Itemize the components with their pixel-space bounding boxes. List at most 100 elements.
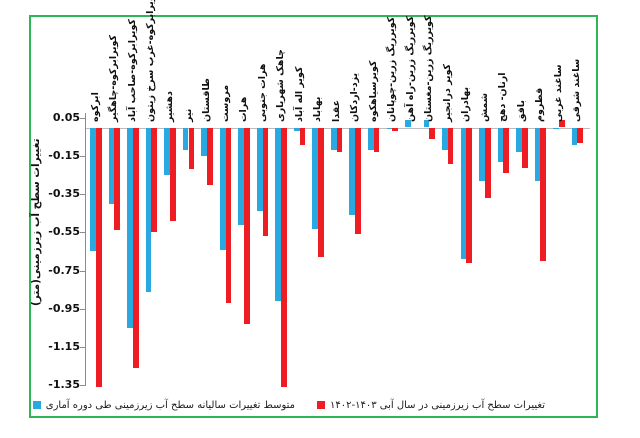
legend-swatch-blue bbox=[32, 401, 41, 409]
category-label: کویرابرکوه-غرب سرخ زیتون bbox=[145, 0, 157, 122]
bar-blue bbox=[442, 127, 448, 151]
y-tick-mark bbox=[80, 156, 85, 158]
category-label: هرات bbox=[238, 96, 250, 122]
bar-blue bbox=[201, 127, 207, 157]
category-label: قطروم bbox=[534, 87, 546, 122]
category-label: بهاباد bbox=[312, 96, 324, 122]
legend-item-blue: متوسط تغییرات سالیانه سطح آب زیرزمینی طی… bbox=[32, 399, 296, 411]
bar-red bbox=[132, 127, 139, 368]
y-tick-label: -0.15 bbox=[48, 149, 80, 163]
y-tick-label: -1.15 bbox=[48, 339, 80, 353]
y-tick-mark bbox=[80, 384, 85, 386]
bar-blue bbox=[256, 127, 263, 212]
bar-red bbox=[373, 127, 380, 153]
y-tick-mark bbox=[80, 232, 85, 234]
bar-red bbox=[558, 119, 565, 128]
bar-blue bbox=[386, 127, 393, 130]
bar-red bbox=[503, 127, 510, 174]
category-label: چاهک شهریاری bbox=[275, 49, 287, 122]
bar-red bbox=[466, 127, 472, 263]
category-label: یزد-اردکان bbox=[349, 72, 361, 122]
category-label: کویرریگ زرین-راه آهن bbox=[404, 15, 416, 122]
bar-red bbox=[540, 127, 547, 261]
bar-red bbox=[521, 127, 528, 168]
category-label: بافق bbox=[515, 100, 527, 122]
bar-blue bbox=[127, 127, 133, 328]
bar-red bbox=[392, 127, 398, 132]
category-label: ابرکوه bbox=[89, 92, 101, 122]
bar-blue bbox=[460, 127, 467, 260]
y-tick-label: -0.95 bbox=[48, 301, 80, 315]
bar-red bbox=[577, 127, 584, 143]
bar-blue bbox=[405, 119, 411, 128]
category-label: هرات جنوبی bbox=[256, 63, 268, 122]
bar-red bbox=[114, 127, 121, 231]
bar-blue bbox=[238, 127, 245, 225]
bar-red bbox=[95, 127, 102, 387]
category-label: ساغند غربی bbox=[552, 64, 564, 122]
bar-blue bbox=[182, 127, 189, 151]
y-tick-label: 0.05 bbox=[52, 110, 80, 124]
bar-blue bbox=[349, 127, 356, 216]
bar-red bbox=[281, 127, 287, 387]
bar-blue bbox=[534, 127, 541, 181]
bar-red bbox=[169, 127, 176, 221]
bar-blue bbox=[553, 127, 559, 130]
category-label: کویر درانجیر bbox=[441, 63, 453, 122]
legend: تغییرات سطح آب زیرزمینی در سال آبی ۱۴۰۲‎… bbox=[32, 396, 545, 414]
bar-red bbox=[207, 127, 213, 185]
y-tick-label: -0.75 bbox=[48, 263, 80, 277]
category-label: طاقستان bbox=[201, 78, 213, 122]
y-tick-label: -0.55 bbox=[48, 225, 80, 239]
bar-blue bbox=[368, 127, 374, 151]
legend-swatch-red bbox=[317, 401, 326, 409]
bar-blue bbox=[108, 127, 115, 204]
legend-label-red: تغییرات سطح آب زیرزمینی در سال آبی ۱۴۰۲‎… bbox=[330, 399, 545, 411]
category-label: شمش bbox=[478, 92, 490, 122]
bar-blue bbox=[497, 127, 504, 162]
bar-red bbox=[299, 127, 306, 145]
bar-red bbox=[318, 127, 324, 258]
bar-blue bbox=[312, 127, 319, 229]
bar-red bbox=[336, 127, 343, 153]
category-label: کویر اله آباد bbox=[293, 66, 305, 122]
bar-red bbox=[262, 127, 269, 237]
category-label: عقدا bbox=[330, 99, 342, 122]
bar-red bbox=[355, 127, 361, 235]
bar-blue bbox=[571, 127, 578, 145]
category-label: کویرریگ زرین-مغستان bbox=[423, 15, 435, 123]
bar-red bbox=[484, 127, 491, 199]
bar-red bbox=[244, 127, 250, 324]
bar-blue bbox=[275, 127, 282, 302]
bar-red bbox=[188, 127, 195, 170]
bar-red bbox=[447, 127, 454, 164]
bar-blue bbox=[219, 127, 226, 250]
category-label: کویرریگ زرین-چوپانان bbox=[386, 16, 398, 122]
chart-frame bbox=[29, 15, 598, 418]
category-label: کویرابرکوه-چاهگیر bbox=[108, 34, 120, 122]
bar-blue bbox=[423, 119, 430, 128]
category-label: نیر bbox=[182, 108, 194, 122]
bar-red bbox=[151, 127, 158, 233]
bar-blue bbox=[293, 127, 300, 132]
bar-blue bbox=[164, 127, 170, 176]
category-label: دهشیر bbox=[163, 91, 175, 122]
category-label: کویرسیاهکوه bbox=[367, 60, 379, 122]
y-axis-title: تغییرات سطح آب زیرزمینی(متر) bbox=[30, 138, 42, 306]
bar-blue bbox=[145, 127, 152, 292]
y-tick-mark bbox=[80, 346, 85, 348]
y-axis-line bbox=[85, 113, 86, 386]
bar-blue bbox=[479, 127, 485, 181]
category-label: مروست bbox=[219, 84, 231, 122]
category-label: کویرابرکوه-صاحب آباد bbox=[126, 19, 138, 122]
bar-blue bbox=[90, 127, 96, 252]
legend-label-blue: متوسط تغییرات سالیانه سطح آب زیرزمینی طی… bbox=[45, 399, 296, 411]
bar-blue bbox=[330, 127, 337, 151]
y-tick-mark bbox=[80, 308, 85, 310]
legend-item-red: تغییرات سطح آب زیرزمینی در سال آبی ۱۴۰۲‎… bbox=[317, 400, 545, 411]
y-tick-mark bbox=[80, 194, 85, 196]
y-tick-mark bbox=[80, 270, 85, 272]
category-label: ساغند شرقی bbox=[571, 58, 583, 122]
category-label: بهادران bbox=[460, 86, 472, 122]
bar-blue bbox=[516, 127, 522, 153]
